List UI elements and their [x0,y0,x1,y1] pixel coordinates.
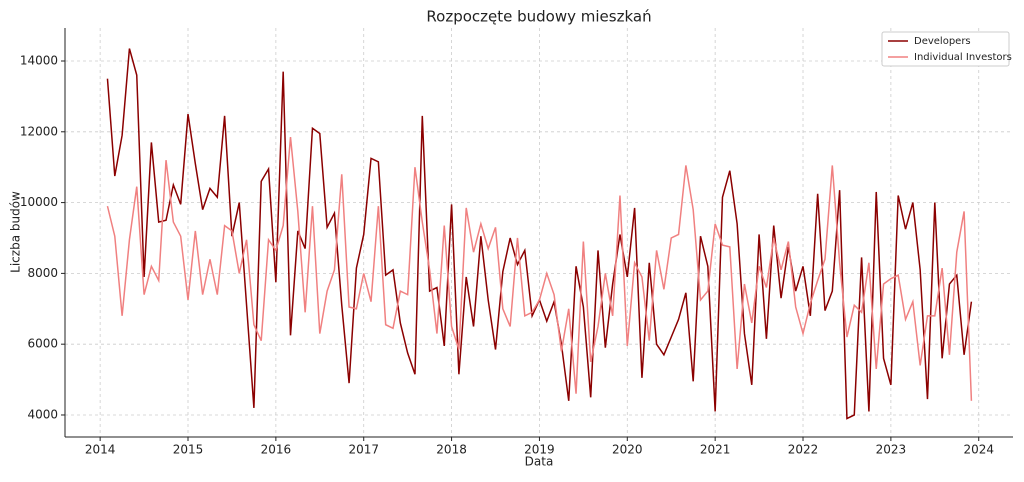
x-tick-label: 2020 [612,443,643,457]
y-tick-label: 8000 [27,266,58,280]
x-tick-label: 2023 [876,443,907,457]
x-tick-label: 2014 [85,443,116,457]
line [106,137,973,401]
x-tick-label: 2016 [261,443,292,457]
x-tick-label: 2015 [173,443,204,457]
x-tick-label: 2019 [524,443,555,457]
chart-title: Rozpoczęte budowy mieszkań [426,8,651,26]
x-tick-label: 2024 [963,443,994,457]
x-tick-label: 2021 [700,443,731,457]
x-tick-label: 2018 [436,443,467,457]
legend-label: Developers [914,36,971,47]
y-axis-label: Liczba budów [9,191,23,273]
y-tick-label: 10000 [20,195,58,209]
y-tick-label: 14000 [20,53,58,67]
y-tick-label: 6000 [27,337,58,351]
y-tick-label: 12000 [20,124,58,138]
legend-box [881,31,1010,67]
x-tick-label: 2022 [788,443,819,457]
y-tick-label: 4000 [27,407,58,421]
x-tick-label: 2017 [348,443,379,457]
x-axis-label: Data [525,455,554,469]
legend-label: Individual Investors [914,52,1012,63]
